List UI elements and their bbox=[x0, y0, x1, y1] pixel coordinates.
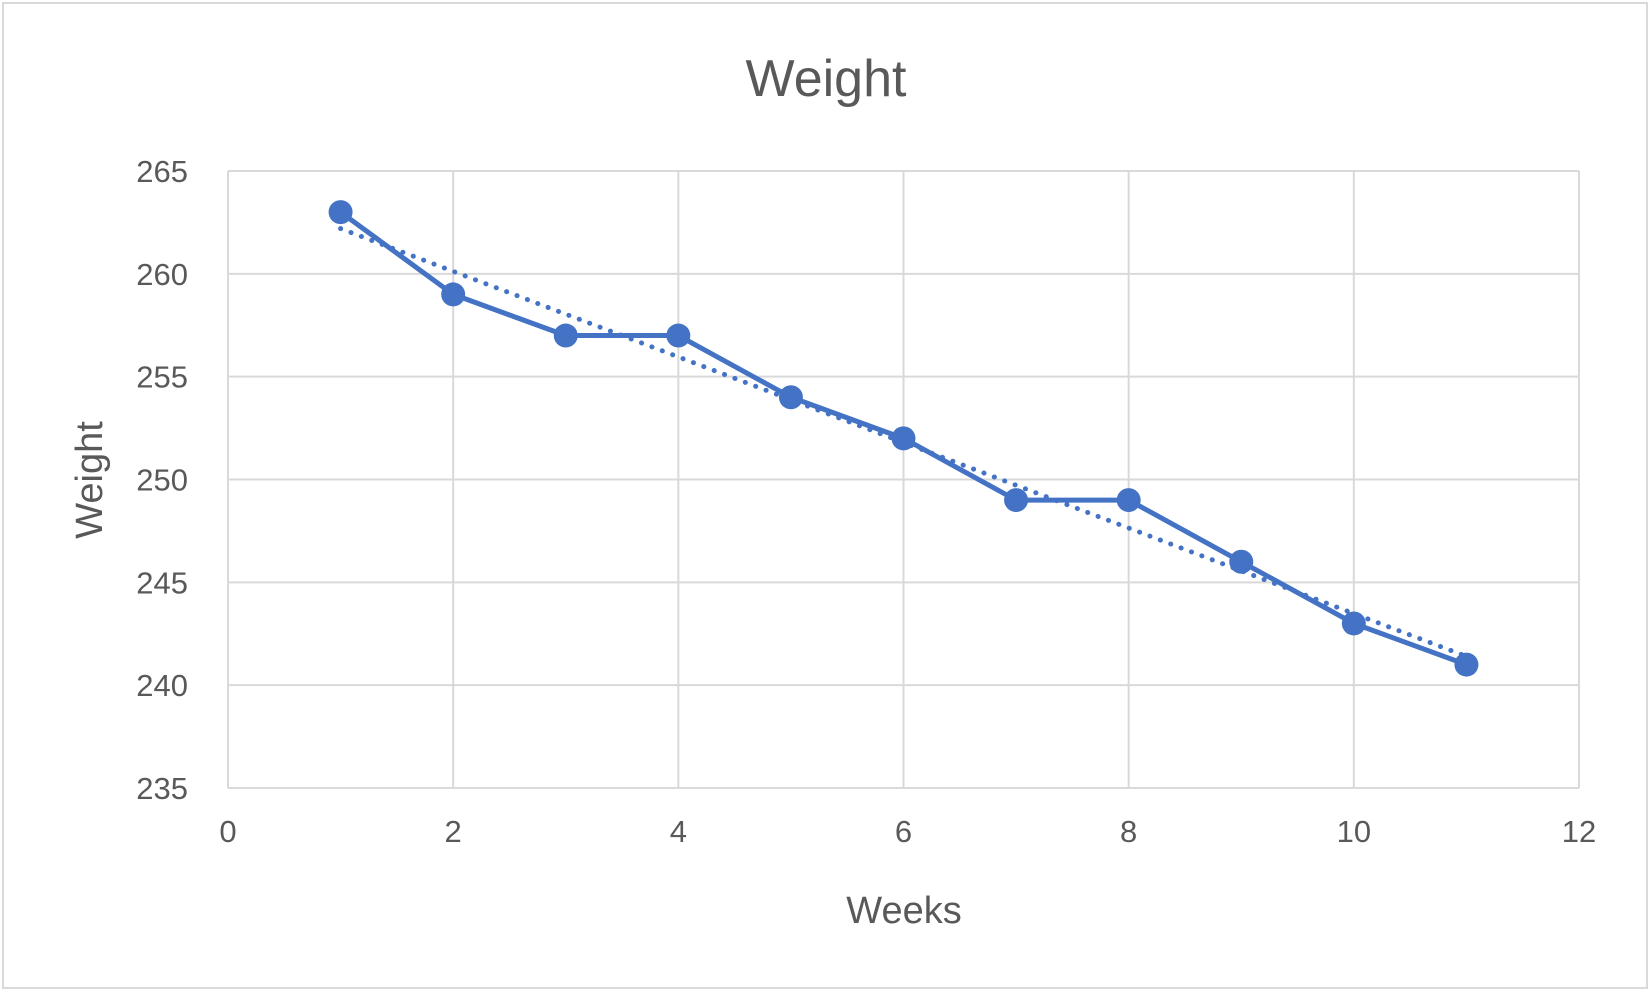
x-tick-label: 10 bbox=[1337, 814, 1371, 849]
chart-title: Weight bbox=[746, 50, 907, 108]
x-tick-label: 4 bbox=[670, 814, 687, 849]
y-tick-label: 265 bbox=[136, 154, 188, 189]
x-tick-label: 2 bbox=[445, 814, 462, 849]
y-axis-title: Weight bbox=[69, 421, 111, 539]
data-point bbox=[1229, 549, 1254, 574]
gridlines bbox=[227, 170, 1580, 789]
data-point bbox=[1116, 488, 1141, 513]
x-tick-label: 6 bbox=[895, 814, 912, 849]
data-point bbox=[1341, 611, 1366, 636]
data-point bbox=[553, 323, 578, 348]
data-point bbox=[1004, 488, 1029, 513]
y-tick-label: 255 bbox=[136, 360, 188, 395]
x-axis-title: Weeks bbox=[846, 890, 961, 932]
data-point bbox=[441, 282, 466, 307]
data-point bbox=[666, 323, 691, 348]
series bbox=[328, 200, 1479, 677]
data-point bbox=[1454, 652, 1479, 677]
trendline bbox=[338, 226, 1469, 659]
data-point bbox=[778, 385, 803, 410]
y-tick-label: 245 bbox=[136, 565, 188, 600]
data-point bbox=[328, 200, 353, 225]
y-tick-label: 260 bbox=[136, 257, 188, 292]
x-tick-label: 0 bbox=[219, 814, 236, 849]
x-tick-label: 8 bbox=[1120, 814, 1137, 849]
y-tick-label: 250 bbox=[136, 463, 188, 498]
trendline-line bbox=[338, 226, 1469, 659]
x-tick-label: 12 bbox=[1562, 814, 1596, 849]
y-tick-label: 235 bbox=[136, 771, 188, 806]
data-point bbox=[891, 426, 916, 451]
tick-labels: 235 240 245 250 255 260 265 0 2 4 6 8 10 12 bbox=[136, 154, 1596, 849]
y-tick-label: 240 bbox=[136, 668, 188, 703]
